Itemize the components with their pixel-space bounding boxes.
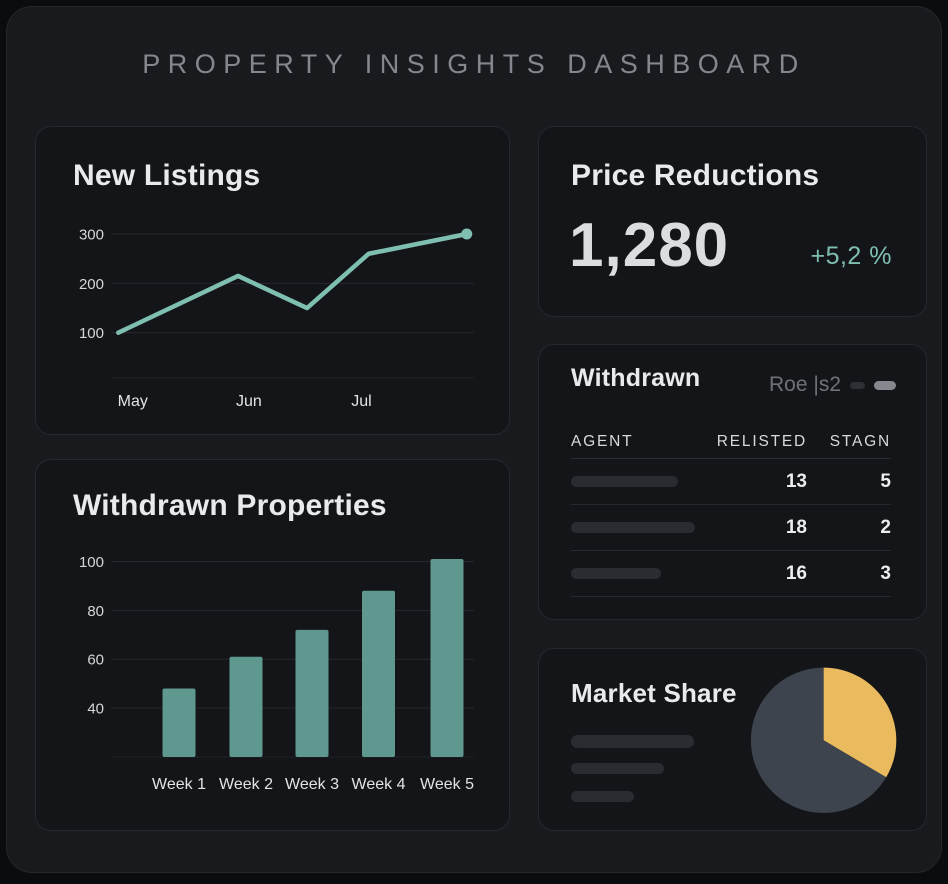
svg-text:Week 3: Week 3 [285,776,339,793]
kpi-row: 1,280 +5,2 % [569,215,892,277]
withdrawn-title: Withdrawn [571,364,701,392]
relisted-value: 13 [785,470,807,492]
column-header-relisted: RELISTED [716,433,807,450]
svg-text:Week 4: Week 4 [352,776,406,793]
table-header-row: AGENT RELISTED STAGN [571,433,891,459]
agent-name-skeleton [571,522,695,533]
legend-skeleton [571,763,664,774]
new-listings-card: New Listings 300 200 100 May Jun Jul [35,126,510,435]
withdrawn-header-controls: Roe |s2 [769,373,896,397]
agent-name-skeleton [571,476,678,487]
toggle-pill-large[interactable] [874,380,896,390]
kpi-value: 1,280 [569,211,730,280]
price-reductions-title: Price Reductions [571,159,820,192]
svg-text:Week 5: Week 5 [420,776,474,793]
svg-text:Jul: Jul [351,393,371,410]
toggle-pill-small[interactable] [850,381,865,389]
svg-text:100: 100 [79,325,104,342]
svg-text:Jun: Jun [236,393,262,410]
withdrawn-table-card: Withdrawn Roe |s2 AGENT RELISTED STAGN 1… [538,344,927,620]
svg-text:40: 40 [87,701,104,718]
pie-slice-highlighted-segment [823,667,897,778]
table-body: 13 5 18 2 16 3 [571,459,891,597]
pie-slice-base-segment [750,667,887,813]
svg-text:80: 80 [87,603,104,620]
market-share-pie-chart [750,667,897,813]
legend-skeleton [571,735,694,748]
withdrawn-subtitle: Roe |s2 [769,373,841,396]
relisted-value: 18 [785,516,807,538]
column-header-agent: AGENT [571,433,634,450]
agent-name-skeleton [571,568,661,579]
table-row: 18 2 [571,505,891,551]
market-share-title: Market Share [571,678,737,708]
price-reductions-card: Price Reductions 1,280 +5,2 % [538,126,927,317]
withdrawn-properties-title: Withdrawn Properties [73,489,387,522]
stagn-value: 5 [880,470,891,492]
kpi-delta: +5,2 % [810,242,892,270]
svg-text:Week 1: Week 1 [152,776,206,793]
stagn-value: 3 [880,562,891,584]
relisted-value: 16 [785,562,807,584]
page-title: PROPERTY INSIGHTS DASHBOARD [142,49,806,79]
svg-text:60: 60 [87,652,104,669]
new-listings-title: New Listings [73,159,261,192]
svg-text:100: 100 [79,554,104,571]
column-header-stagn: STAGN [829,433,891,450]
new-listings-line-chart: 300 200 100 May Jun Jul [79,227,474,410]
table-row: 13 5 [571,459,891,505]
stagn-value: 2 [880,516,891,538]
svg-text:300: 300 [79,227,104,244]
svg-text:200: 200 [79,276,104,293]
svg-text:May: May [118,393,148,410]
svg-text:Week 2: Week 2 [219,776,273,793]
table-row: 16 3 [571,551,891,597]
withdrawn-properties-card: Withdrawn Properties 100 80 60 40 Week 1 Week… [35,459,510,831]
withdrawn-properties-bar-chart: 100 80 60 40 Week 1 Week 2 Week 3 Week 4 Week 5 [79,554,474,793]
legend-skeleton [571,791,634,802]
market-share-card: Market Share [538,648,927,831]
